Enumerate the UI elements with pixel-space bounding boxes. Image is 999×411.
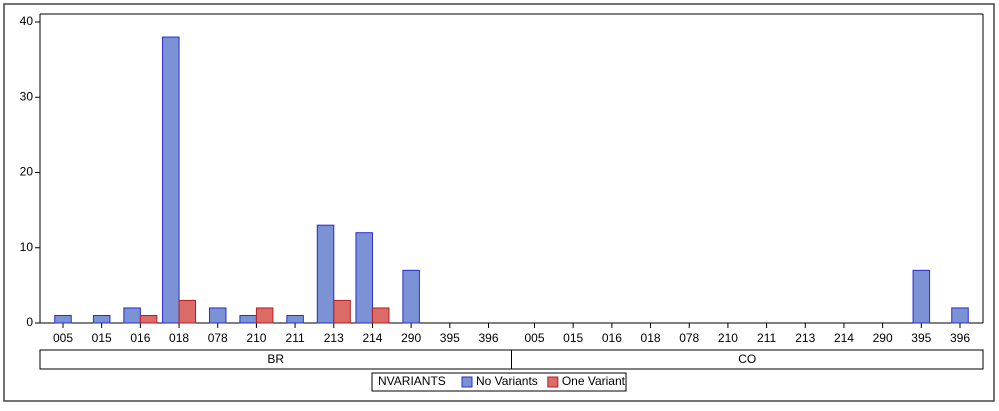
y-tick-label: 0 xyxy=(26,315,33,329)
x-tick-label: 015 xyxy=(92,331,112,345)
bar xyxy=(286,314,304,324)
x-tick-label: 016 xyxy=(602,331,622,345)
x-tick-label: 290 xyxy=(401,331,421,345)
frame xyxy=(3,3,995,402)
legend-title: NVARIANTS xyxy=(378,374,446,388)
bar xyxy=(162,36,180,324)
bar xyxy=(255,307,274,324)
x-tick-label: 211 xyxy=(757,331,776,345)
x-tick-label: 018 xyxy=(641,331,661,345)
y-tick-label: 40 xyxy=(20,14,34,28)
x-tick-label: 211 xyxy=(286,331,305,345)
bar xyxy=(333,299,351,324)
x-tick-label: 396 xyxy=(950,331,970,345)
x-tick-label: 210 xyxy=(246,331,266,345)
x-tick-label: 213 xyxy=(324,331,344,345)
bar xyxy=(239,314,257,324)
bar xyxy=(92,314,111,324)
x-tick-label: 395 xyxy=(911,331,931,345)
y-tick-label: 30 xyxy=(20,89,34,103)
y-tick-label: 20 xyxy=(20,165,34,179)
x-tick-label: 210 xyxy=(718,331,738,345)
x-tick-label: 005 xyxy=(53,331,73,345)
bar xyxy=(316,224,335,324)
bar xyxy=(355,232,373,324)
x-tick-label: 015 xyxy=(563,331,583,345)
bar xyxy=(371,307,390,324)
legend-label: One Variant xyxy=(562,374,626,388)
bar xyxy=(208,307,227,324)
legend-label: No Variants xyxy=(476,374,538,388)
x-tick-label: 290 xyxy=(873,331,893,345)
x-tick-label: 214 xyxy=(362,331,382,345)
bar xyxy=(402,269,420,324)
x-tick-label: 078 xyxy=(208,331,228,345)
x-tick-label: 005 xyxy=(524,331,544,345)
legend-swatch xyxy=(547,376,559,388)
legend xyxy=(371,372,627,392)
group-label: BR xyxy=(267,352,284,366)
bar xyxy=(123,307,141,324)
bar xyxy=(54,314,72,324)
x-tick-label: 214 xyxy=(834,331,854,345)
bar xyxy=(178,299,197,324)
x-tick-label: 018 xyxy=(169,331,189,345)
x-tick-label: 395 xyxy=(440,331,460,345)
x-tick-label: 078 xyxy=(679,331,699,345)
bar xyxy=(139,314,158,324)
y-tick-label: 10 xyxy=(20,240,34,254)
x-tick-label: 213 xyxy=(795,331,815,345)
x-tick-label: 016 xyxy=(130,331,150,345)
x-tick-label: 396 xyxy=(478,331,498,345)
legend-swatch xyxy=(461,376,473,388)
bar xyxy=(951,307,969,324)
group-label: CO xyxy=(738,352,756,366)
bar xyxy=(912,269,931,324)
group-box xyxy=(511,349,984,370)
